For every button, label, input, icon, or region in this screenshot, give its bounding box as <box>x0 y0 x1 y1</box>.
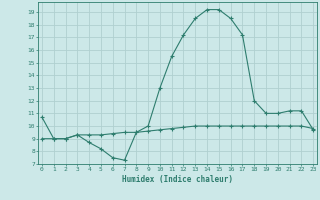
X-axis label: Humidex (Indice chaleur): Humidex (Indice chaleur) <box>122 175 233 184</box>
